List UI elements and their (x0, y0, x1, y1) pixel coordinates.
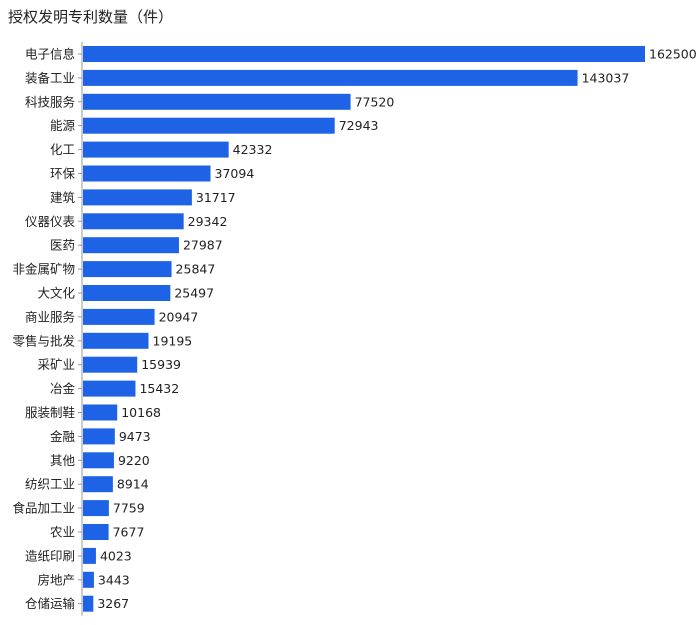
category-label: 采矿业 (37, 357, 75, 372)
category-label: 零售与批发 (12, 333, 75, 348)
data-label: 37094 (215, 166, 255, 181)
data-label: 25847 (176, 262, 216, 277)
category-label: 食品加工业 (12, 501, 75, 516)
category-label: 商业服务 (25, 309, 75, 324)
data-label: 72943 (339, 118, 379, 133)
data-label: 42332 (233, 142, 273, 157)
category-label: 服装制鞋 (25, 405, 76, 420)
category-label: 环保 (50, 166, 76, 181)
category-label: 非金属矿物 (12, 262, 75, 277)
bar (83, 428, 115, 445)
data-label: 15939 (141, 357, 181, 372)
bar (83, 380, 136, 397)
bar (83, 500, 109, 517)
category-label: 装备工业 (25, 70, 75, 85)
data-label: 25497 (174, 286, 214, 301)
data-label: 27987 (183, 238, 223, 253)
bar (83, 93, 351, 110)
category-label: 科技服务 (25, 94, 75, 109)
data-label: 143037 (582, 70, 630, 85)
bar (83, 524, 109, 540)
data-label: 3443 (98, 572, 130, 587)
bar (83, 213, 184, 230)
category-label: 能源 (50, 118, 76, 133)
category-label: 建筑 (50, 190, 76, 205)
bar (83, 452, 114, 469)
bar (83, 261, 172, 278)
bar (83, 141, 229, 158)
data-label: 162500 (649, 47, 697, 62)
data-label: 15432 (139, 381, 179, 396)
data-label: 7759 (113, 501, 145, 516)
bar (83, 476, 113, 493)
category-label: 房地产 (37, 572, 75, 587)
data-label: 31717 (196, 190, 236, 205)
data-label: 77520 (355, 94, 395, 109)
category-label: 电子信息 (25, 47, 75, 62)
bar (83, 404, 118, 421)
data-label: 7677 (113, 525, 145, 540)
data-label: 29342 (188, 214, 228, 229)
data-label: 20947 (159, 309, 199, 324)
category-label: 纺织工业 (25, 477, 75, 492)
category-label: 农业 (50, 525, 75, 540)
bar (83, 46, 645, 62)
bar (83, 332, 149, 349)
bar (83, 69, 578, 86)
bar (83, 356, 138, 373)
bar (83, 595, 94, 612)
bar (83, 308, 155, 325)
data-label: 10168 (121, 405, 161, 420)
bar (83, 285, 171, 301)
category-label: 大文化 (37, 286, 75, 301)
category-label: 仓储运输 (25, 596, 76, 611)
bar (83, 571, 94, 588)
category-label: 医药 (50, 238, 75, 253)
category-label: 金融 (50, 429, 76, 444)
data-label: 9220 (118, 453, 150, 468)
category-label: 冶金 (50, 381, 76, 396)
bar (83, 547, 96, 564)
category-label: 造纸印刷 (25, 548, 75, 563)
category-label: 化工 (50, 142, 75, 157)
category-label: 仪器仪表 (25, 214, 76, 229)
data-label: 8914 (117, 477, 149, 492)
bar (83, 165, 211, 182)
data-label: 19195 (153, 333, 193, 348)
bar (83, 189, 192, 206)
category-label: 其他 (50, 453, 76, 468)
data-label: 4023 (100, 548, 132, 563)
bar (83, 237, 179, 254)
data-label: 3267 (97, 596, 129, 611)
bar (83, 117, 335, 134)
data-label: 9473 (119, 429, 151, 444)
chart-title: 授权发明专利数量（件） (8, 8, 174, 26)
